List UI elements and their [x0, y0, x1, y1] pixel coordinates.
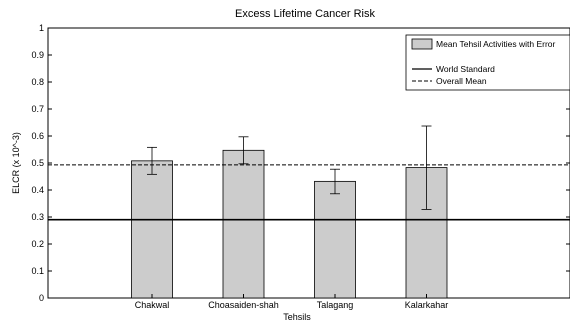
- x-tick-label: Chakwal: [135, 300, 170, 310]
- x-tick-label: Kalarkahar: [405, 300, 449, 310]
- error-bar-choasaiden-shah: [238, 136, 249, 165]
- x-axis: Chakwal Choasaiden-shah Talagang Kalarkahar: [135, 294, 449, 310]
- error-bars: [147, 125, 432, 210]
- y-tick-label: 0: [39, 293, 44, 303]
- y-tick-label: 0.9: [31, 50, 44, 60]
- reference-lines: [48, 164, 570, 221]
- bar-talagang: [314, 180, 356, 299]
- y-tick-label: 0.3: [31, 212, 44, 222]
- y-tick-label: 0.4: [31, 185, 44, 195]
- y-tick-label: 0.5: [31, 158, 44, 168]
- y-tick-label: 1: [39, 23, 44, 33]
- y-tick-label: 0.2: [31, 239, 44, 249]
- legend-label-overall-mean: Overall Mean: [436, 76, 487, 86]
- x-axis-label: Tehsils: [283, 312, 311, 320]
- y-axis-label: ELCR (x 10^-3): [11, 132, 21, 194]
- error-bar-talagang: [330, 168, 340, 195]
- y-tick-label: 0.6: [31, 131, 44, 141]
- y-tick-label: 0.8: [31, 77, 44, 87]
- y-axis: 0 0.1 0.2 0.3 0.4 0.5 0.6 0.7 0.8 0.9 1: [31, 23, 570, 303]
- legend-swatch-bar: [411, 38, 433, 50]
- x-tick-label: Talagang: [317, 300, 354, 310]
- chart-title: Excess Lifetime Cancer Risk: [235, 8, 375, 20]
- bar-choasaiden-shah: [222, 149, 265, 299]
- error-bar-kalarkahar: [421, 125, 432, 210]
- legend: Mean Tehsil Activities with Error World …: [405, 34, 570, 91]
- error-bar-chakwal: [147, 146, 157, 175]
- x-tick-label: Choasaiden-shah: [208, 300, 279, 310]
- y-tick-label: 0.1: [31, 266, 44, 276]
- y-tick-label: 0.7: [31, 104, 44, 114]
- legend-label-bars: Mean Tehsil Activities with Error: [436, 39, 556, 49]
- legend-box: [405, 34, 570, 91]
- bar-chakwal: [131, 160, 173, 299]
- legend-label-world-standard: World Standard: [436, 64, 495, 74]
